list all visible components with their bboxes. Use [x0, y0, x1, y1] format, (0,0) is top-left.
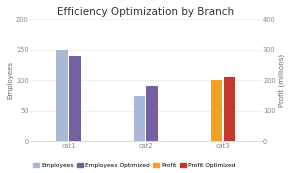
Bar [69, 56, 81, 141]
Bar [211, 80, 223, 141]
Y-axis label: Employees: Employees [7, 61, 13, 99]
Y-axis label: Profit (millions): Profit (millions) [279, 54, 285, 107]
Legend: Employees, Employees Optimized, Profit, Profit Optimized: Employees, Employees Optimized, Profit, … [31, 160, 238, 170]
Bar [56, 50, 68, 141]
Bar [133, 95, 145, 141]
Bar [146, 86, 158, 141]
Bar [224, 77, 235, 141]
Title: Efficiency Optimization by Branch: Efficiency Optimization by Branch [57, 7, 234, 17]
